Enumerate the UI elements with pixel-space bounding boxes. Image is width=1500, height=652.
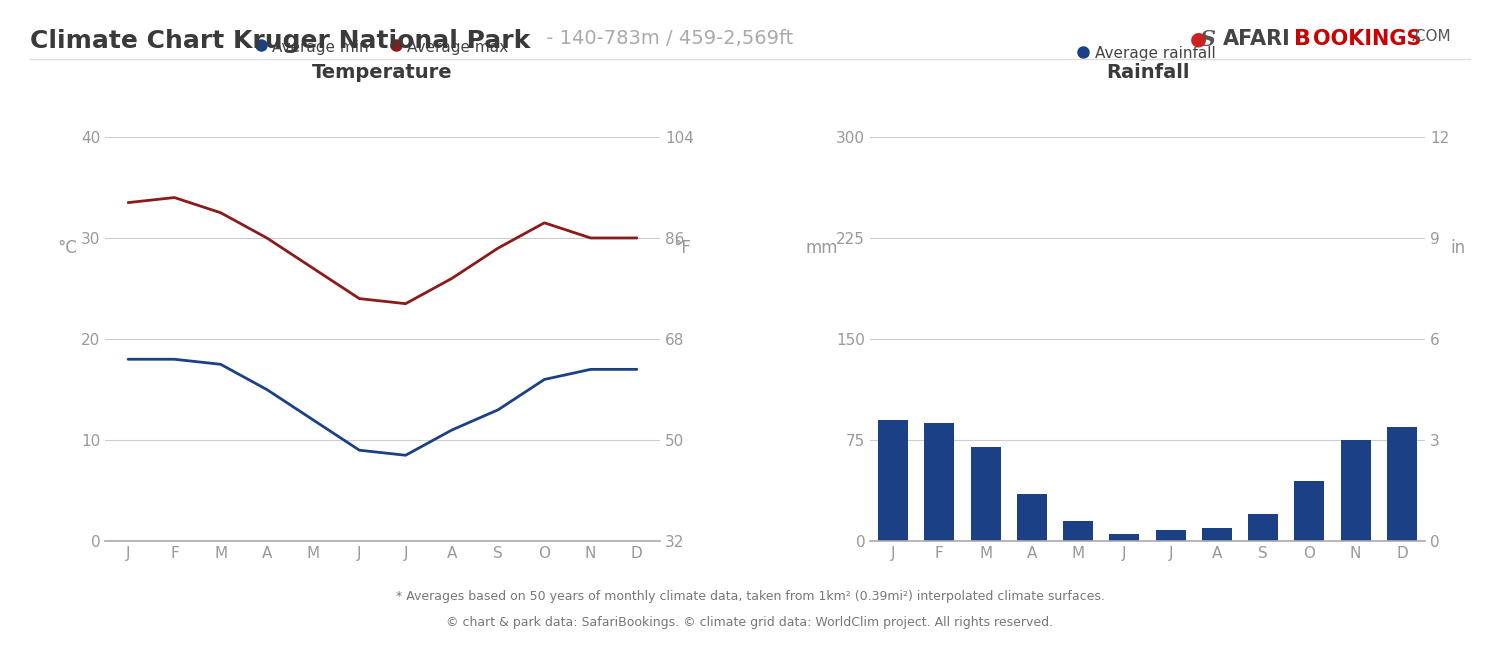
Bar <box>1202 527 1231 541</box>
Bar <box>1341 440 1371 541</box>
Text: © chart & park data: SafariBookings. © climate grid data: WorldClim project. All: © chart & park data: SafariBookings. © c… <box>447 616 1053 629</box>
Text: OOKINGS: OOKINGS <box>1312 29 1420 50</box>
Bar <box>970 447 1000 541</box>
Bar <box>1388 426 1417 541</box>
Bar <box>1294 481 1324 541</box>
Bar <box>1110 535 1140 541</box>
Legend: Average min, Average max: Average min, Average max <box>256 40 508 55</box>
Text: - 140-783m / 459-2,569ft: - 140-783m / 459-2,569ft <box>540 29 794 48</box>
Bar <box>1155 530 1185 541</box>
Text: °C: °C <box>57 239 78 257</box>
Bar <box>1064 521 1094 541</box>
Text: S: S <box>1200 29 1216 52</box>
Bar <box>1248 514 1278 541</box>
Text: Rainfall: Rainfall <box>1106 63 1190 82</box>
Text: * Averages based on 50 years of monthly climate data, taken from 1km² (0.39mi²) : * Averages based on 50 years of monthly … <box>396 590 1104 603</box>
Text: Temperature: Temperature <box>312 63 453 82</box>
Bar <box>878 420 908 541</box>
Text: mm: mm <box>806 239 838 257</box>
Legend: Average rainfall: Average rainfall <box>1074 40 1221 67</box>
Text: B: B <box>1294 29 1311 50</box>
Text: Climate Chart Kruger National Park: Climate Chart Kruger National Park <box>30 29 531 53</box>
Bar <box>924 422 954 541</box>
Text: AFARI: AFARI <box>1222 29 1290 50</box>
Text: .COM: .COM <box>1410 29 1450 44</box>
Bar <box>1017 494 1047 541</box>
Text: ●: ● <box>1190 29 1206 48</box>
Text: in: in <box>1450 239 1466 257</box>
Text: °F: °F <box>674 239 692 257</box>
